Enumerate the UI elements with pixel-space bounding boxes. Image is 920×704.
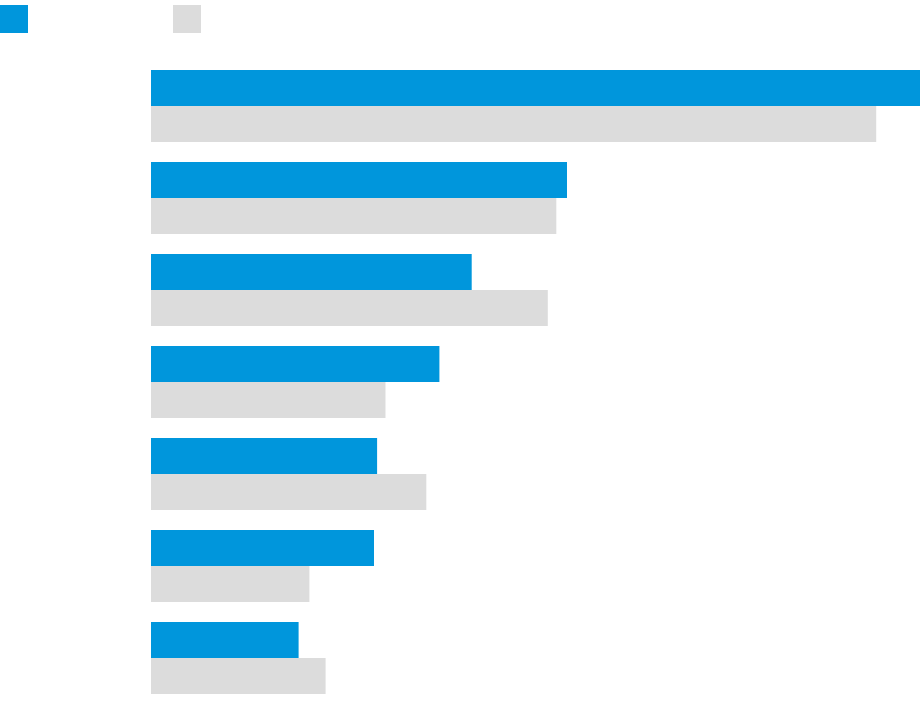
bar-series-2-row-7 <box>151 658 326 694</box>
bar-series-1-row-2 <box>151 162 567 198</box>
bar-series-2-row-2 <box>151 198 557 234</box>
bar-group-4 <box>151 346 440 418</box>
legend-swatch-series-2 <box>173 5 201 33</box>
bar-series-1-row-1 <box>151 70 920 106</box>
bar-series-1-row-6 <box>151 530 374 566</box>
bar-series-1-row-4 <box>151 346 440 382</box>
bar-series-1-row-5 <box>151 438 378 474</box>
bar-series-2-row-1 <box>151 106 877 142</box>
bar-series-1-row-7 <box>151 622 299 658</box>
bar-series-2-row-4 <box>151 382 386 418</box>
legend <box>0 5 201 33</box>
bar-group-7 <box>151 622 326 694</box>
bar-group-6 <box>151 530 374 602</box>
bar-series-2-row-3 <box>151 290 548 326</box>
bar-series-1-row-3 <box>151 254 472 290</box>
bar-group-2 <box>151 162 567 234</box>
bar-series-2-row-6 <box>151 566 310 602</box>
bar-group-5 <box>151 438 427 510</box>
bars <box>151 70 920 694</box>
bar-group-1 <box>151 70 920 142</box>
legend-swatch-series-1 <box>0 5 28 33</box>
bar-series-2-row-5 <box>151 474 427 510</box>
bar-group-3 <box>151 254 548 326</box>
